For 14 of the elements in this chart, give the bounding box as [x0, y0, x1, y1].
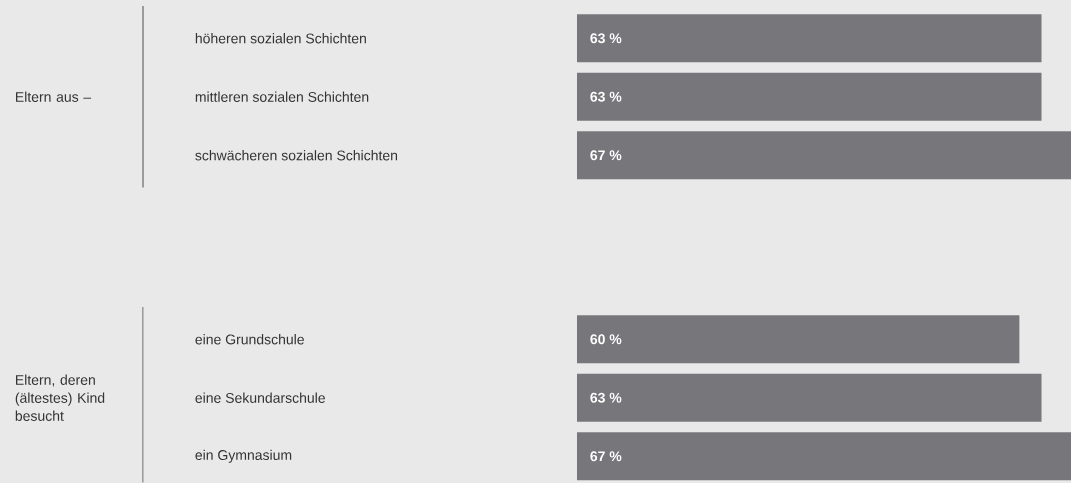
data-label: 63 % [590, 33, 622, 44]
data-label: 63 % [590, 392, 622, 403]
data-label: 63 % [590, 91, 622, 102]
y-tick-label: höheren sozialen Schichten [195, 33, 366, 44]
y-tick-label: ein Gymnasium [195, 449, 292, 463]
y-tick-label: eine Grundschule [195, 334, 304, 345]
y-tick-label: schwächeren sozialen Schichten [195, 150, 398, 161]
data-label: 60 % [590, 334, 622, 345]
data-label: 67 % [590, 150, 622, 161]
y-tick-label: mittleren sozialen Schichten [195, 91, 369, 102]
y-axis-title: Eltern aus – [16, 91, 92, 102]
y-tick-label: eine Sekundarschule [195, 392, 325, 403]
data-label: 67 % [590, 451, 622, 462]
y-axis-title: Eltern, deren (ältestes) Kind besucht [15, 374, 105, 421]
